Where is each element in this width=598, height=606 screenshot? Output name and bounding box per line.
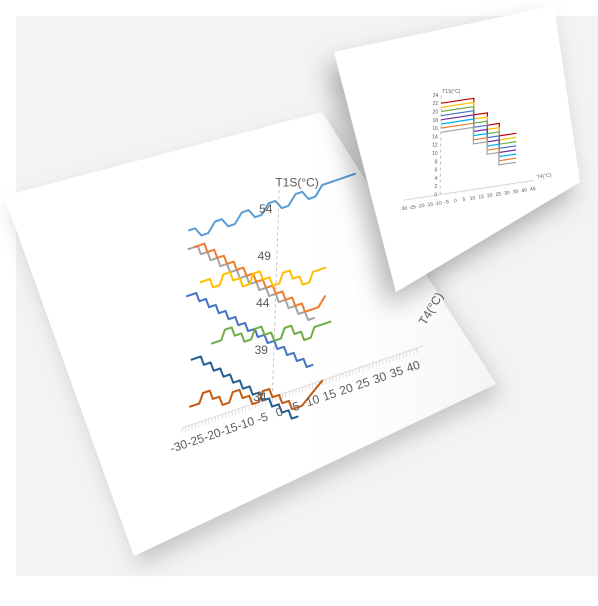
x-tick-label: 35 (388, 363, 405, 381)
x-axis-line (403, 180, 534, 201)
y-axis-title: T1S(°C) (442, 89, 460, 95)
y-tick-label: 4 (435, 176, 438, 182)
x-tick-label: -30 (168, 437, 189, 456)
x-tick-label: 45 (530, 186, 537, 193)
secondary-plot-area: -30 -25 -20 -15 -10 -5 0 5 10 15 20 25 30 35 40 4524222… (400, 89, 552, 213)
y-tick-label: 6 (435, 168, 438, 174)
y-tick-label: 10 (432, 151, 438, 157)
y-tick-label: 18 (432, 118, 438, 124)
y-tick-label: 39 (255, 343, 269, 357)
y-tick-label: 16 (432, 126, 438, 132)
y-tick-label: 44 (256, 296, 270, 310)
x-tick-label: 0 (454, 198, 458, 204)
series-line-2 (187, 245, 316, 321)
x-tick-label: 30 (371, 369, 388, 387)
x-tick-label: 10 (469, 195, 476, 202)
x-tick-label: 20 (338, 380, 355, 398)
series-line-8 (188, 379, 324, 411)
y-tick-label: 14 (432, 134, 438, 140)
x-tick-label: 0 (274, 404, 285, 420)
y-tick-label: 20 (433, 110, 439, 116)
x-tick-label: 30 (504, 190, 511, 197)
series-line-3 (194, 242, 327, 313)
x-tick-label: -10 (235, 414, 256, 433)
x-tick-label: -25 (185, 431, 206, 450)
series-line-4 (199, 266, 327, 289)
x-tick-label: 15 (321, 386, 338, 404)
x-axis-title: T4(°C) (536, 172, 552, 180)
x-tick-label: 25 (495, 191, 502, 198)
y-tick-label: 34 (253, 390, 267, 404)
y-tick-label: 22 (433, 101, 439, 107)
x-tick-label: 40 (521, 187, 528, 194)
x-tick-label: -15 (218, 420, 239, 439)
y-axis-title: T1S(°C) (275, 175, 318, 189)
x-tick-label: 15 (478, 194, 485, 201)
y-tick-label: 12 (432, 143, 438, 149)
series-line-7 (190, 355, 299, 420)
x-tick-label: -15 (426, 202, 434, 209)
series-line-1 (187, 172, 357, 237)
y-axis-line (439, 94, 442, 195)
x-tick-label: 20 (487, 193, 494, 200)
series-line-6 (210, 320, 332, 345)
x-tick-label: 5 (291, 399, 302, 415)
x-tick-label: 35 (512, 189, 519, 196)
x-tick-label: -20 (202, 425, 223, 444)
x-tick-label: -5 (444, 199, 450, 206)
x-tick-label: 10 (304, 392, 321, 410)
main-plot-area: -30-25-20-15-10-5 0 5 10 15 20 25 30 35 405449443… (168, 172, 446, 456)
y-tick-label: 8 (435, 159, 438, 165)
main-card-edge-shade (4, 112, 496, 556)
x-tick-label: 5 (462, 197, 466, 203)
x-tick-label: -20 (417, 203, 425, 210)
x-tick-label: -30 (400, 205, 408, 212)
x-tick-label: -10 (434, 200, 442, 207)
y-tick-label: 54 (259, 202, 273, 216)
y-tick-label: 0 (434, 193, 437, 199)
x-tick-label: -25 (408, 204, 416, 211)
series-line-5 (185, 292, 314, 368)
y-tick-label: 49 (258, 249, 272, 263)
secondary-card-surface (334, 6, 580, 292)
series-line-8 (440, 126, 517, 166)
y-tick-label: 2 (434, 184, 437, 190)
x-tick-label: 40 (405, 358, 422, 376)
x-tick-label: 25 (354, 375, 371, 393)
x-tick-label: -5 (255, 409, 270, 426)
y-tick-label: 24 (433, 93, 439, 99)
